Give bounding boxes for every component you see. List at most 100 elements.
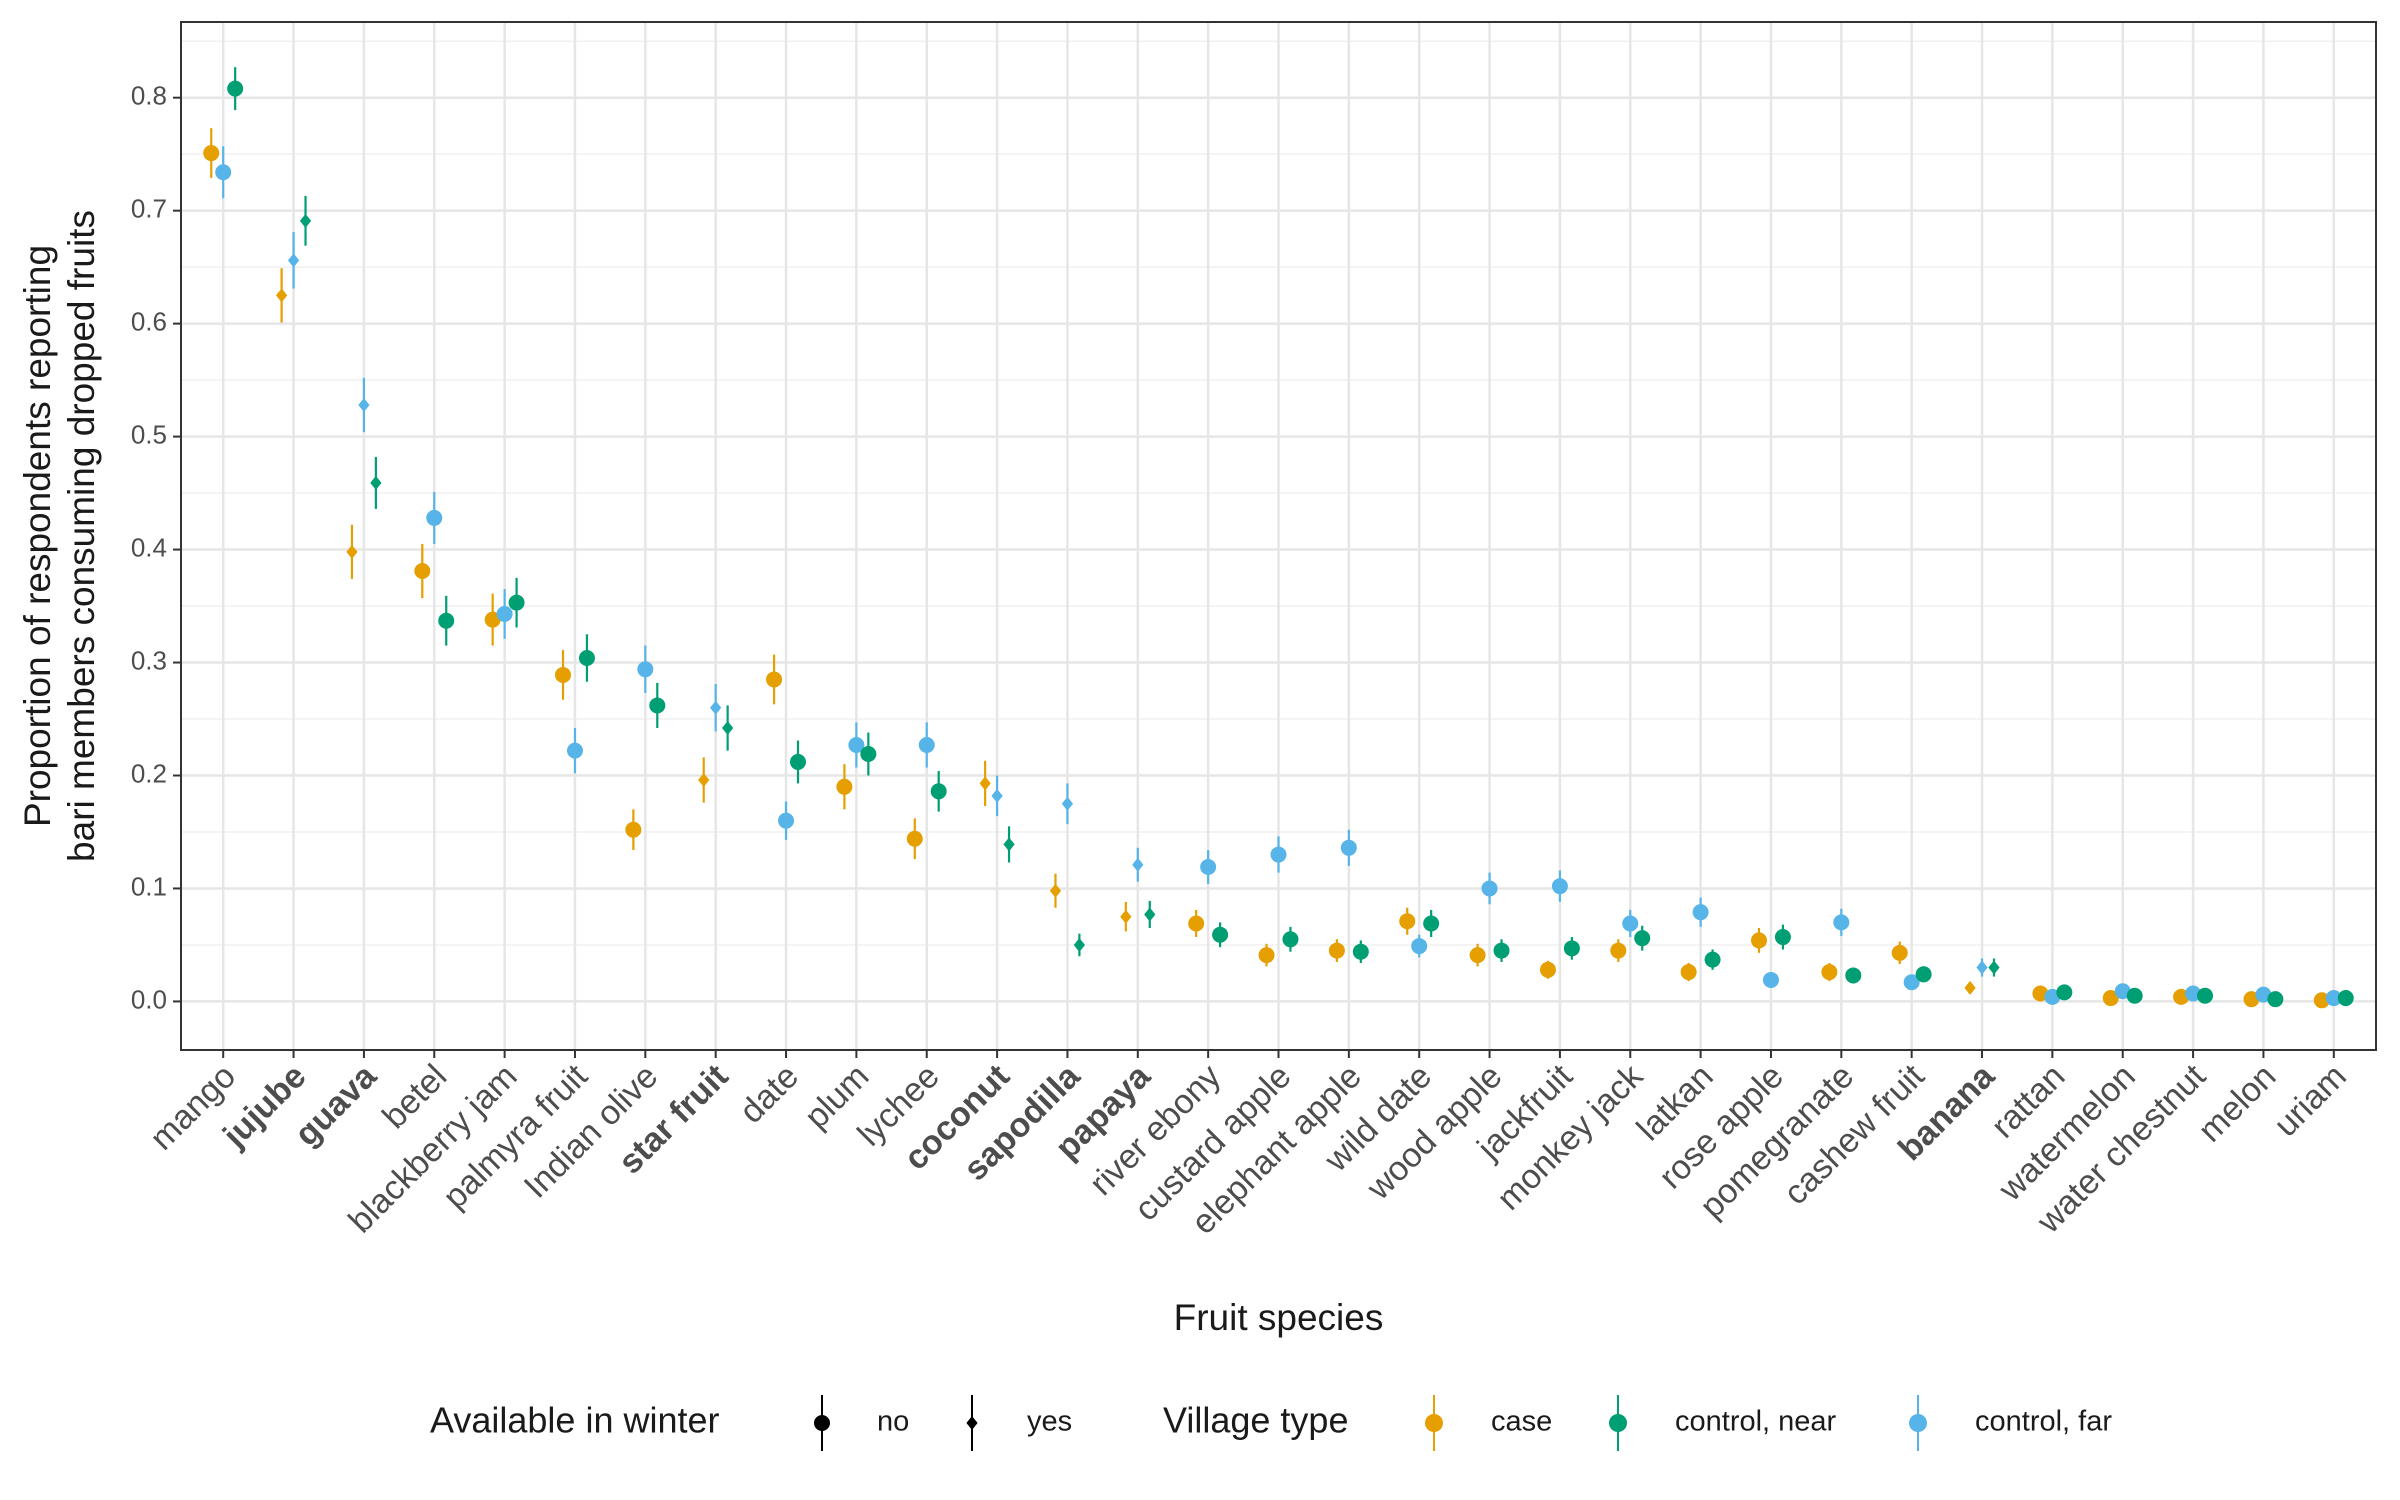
point <box>1551 878 1568 895</box>
point <box>1680 964 1697 981</box>
point <box>1411 938 1428 955</box>
legend-label: control, near <box>1675 1406 1837 1438</box>
point <box>1481 880 1498 897</box>
legend-title: Village type <box>1163 1400 1348 1441</box>
point <box>484 611 501 628</box>
point <box>1622 915 1639 932</box>
point <box>836 778 853 795</box>
point <box>848 736 865 753</box>
point <box>2267 991 2284 1008</box>
point <box>1563 940 1580 957</box>
point <box>555 666 572 683</box>
panel-border <box>180 21 2377 1051</box>
point <box>930 783 947 800</box>
point <box>1762 971 1779 988</box>
point <box>1200 858 1217 875</box>
point <box>1821 964 1838 981</box>
point <box>1120 909 1132 924</box>
legend-key <box>1609 1414 1627 1432</box>
point <box>1976 960 1988 975</box>
point <box>1282 931 1299 948</box>
point <box>722 721 734 736</box>
point <box>1340 839 1357 856</box>
point <box>1003 837 1015 852</box>
point <box>1352 943 1369 960</box>
point <box>637 661 654 678</box>
legend-label: control, far <box>1975 1406 2112 1438</box>
point <box>2102 990 2119 1007</box>
point <box>2126 987 2143 1004</box>
point <box>1423 915 1440 932</box>
point <box>906 830 923 847</box>
point <box>346 544 358 559</box>
point <box>1539 961 1556 978</box>
point <box>1845 967 1862 984</box>
point <box>1144 907 1156 922</box>
point <box>766 671 783 688</box>
point <box>814 1415 830 1431</box>
point <box>299 213 312 228</box>
point <box>918 736 935 753</box>
point <box>1891 944 1908 961</box>
point <box>370 475 382 490</box>
point <box>1073 937 1086 952</box>
point <box>1258 947 1275 964</box>
y-tick-label: 0.1 <box>131 871 167 901</box>
point <box>1751 932 1768 949</box>
point <box>1833 914 1850 931</box>
point <box>566 742 583 759</box>
point <box>287 253 300 268</box>
point <box>698 773 710 788</box>
point <box>1188 915 1205 932</box>
point <box>860 746 877 763</box>
legend-key <box>1425 1414 1443 1432</box>
point <box>227 80 244 97</box>
legend-label: yes <box>1027 1406 1072 1438</box>
point <box>1964 980 1976 995</box>
point <box>1988 960 2000 975</box>
point <box>625 821 642 838</box>
point <box>991 788 1003 803</box>
legend-label: no <box>877 1406 909 1438</box>
y-tick-label: 0.4 <box>131 532 167 562</box>
y-tick-label: 0.6 <box>131 306 167 336</box>
point <box>966 1416 978 1430</box>
point <box>1704 951 1721 968</box>
point <box>2197 987 2214 1004</box>
y-tick-label: 0.7 <box>131 194 167 224</box>
point <box>2185 985 2202 1002</box>
legend-key <box>1909 1414 1927 1432</box>
point <box>979 776 991 791</box>
point <box>1328 942 1345 959</box>
point <box>2056 984 2073 1001</box>
y-tick-label: 0.3 <box>131 645 167 675</box>
point <box>2313 992 2330 1009</box>
point <box>496 605 513 622</box>
point <box>1270 846 1287 863</box>
point <box>2325 990 2342 1007</box>
point <box>2337 990 2354 1007</box>
point <box>1132 857 1144 872</box>
point <box>1212 926 1229 943</box>
y-tick-label: 0.5 <box>131 419 167 449</box>
point <box>1049 883 1062 898</box>
point <box>1915 966 1932 983</box>
point <box>578 650 595 667</box>
y-tick-label: 0.8 <box>131 81 167 111</box>
point <box>1774 929 1791 946</box>
point <box>203 145 220 162</box>
x-axis-title: Fruit species <box>1174 1297 1384 1338</box>
y-tick-label: 0.0 <box>131 984 167 1014</box>
point <box>1061 796 1074 811</box>
point <box>1903 974 1920 991</box>
legend-title: Available in winter <box>430 1400 720 1441</box>
point <box>1634 930 1651 947</box>
point <box>778 812 795 829</box>
point <box>358 397 370 412</box>
point <box>649 697 666 714</box>
point <box>438 612 455 629</box>
point <box>1399 913 1416 930</box>
point <box>1469 947 1486 964</box>
